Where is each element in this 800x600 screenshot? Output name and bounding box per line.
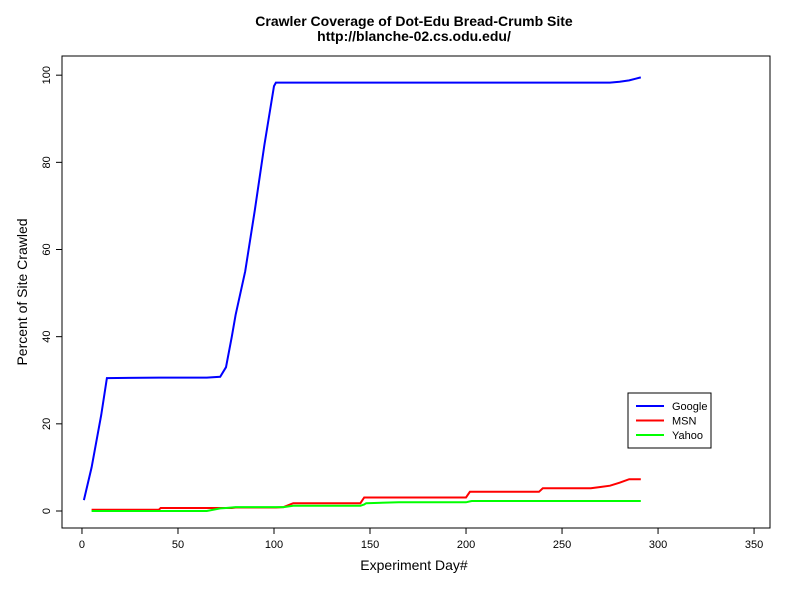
x-tick-label: 300: [649, 539, 667, 551]
legend-label: Google: [672, 401, 707, 413]
y-tick-label: 20: [41, 418, 53, 430]
y-tick-label: 80: [41, 156, 53, 168]
x-tick-label: 200: [457, 539, 475, 551]
y-tick-label: 0: [41, 508, 53, 514]
x-tick-label: 150: [361, 539, 379, 551]
series-line: [91, 500, 641, 512]
x-tick-label: 50: [172, 539, 184, 551]
x-axis-label: Experiment Day#: [360, 557, 468, 573]
chart-title: Crawler Coverage of Dot-Edu Bread-Crumb …: [255, 13, 573, 29]
x-tick-label: 0: [79, 539, 85, 551]
y-tick-label: 100: [41, 66, 53, 84]
legend-label: Yahoo: [672, 430, 703, 442]
y-tick-label: 40: [41, 331, 53, 343]
y-axis-label: Percent of Site Crawled: [14, 218, 30, 365]
x-tick-label: 250: [553, 539, 571, 551]
series-line: [82, 76, 642, 501]
x-tick-label: 350: [745, 539, 763, 551]
legend-label: MSN: [672, 416, 697, 428]
y-tick-label: 60: [41, 243, 53, 255]
chart-subtitle: http://blanche-02.cs.odu.edu/: [317, 28, 511, 44]
series-line: [91, 478, 641, 511]
x-tick-label: 100: [265, 539, 283, 551]
